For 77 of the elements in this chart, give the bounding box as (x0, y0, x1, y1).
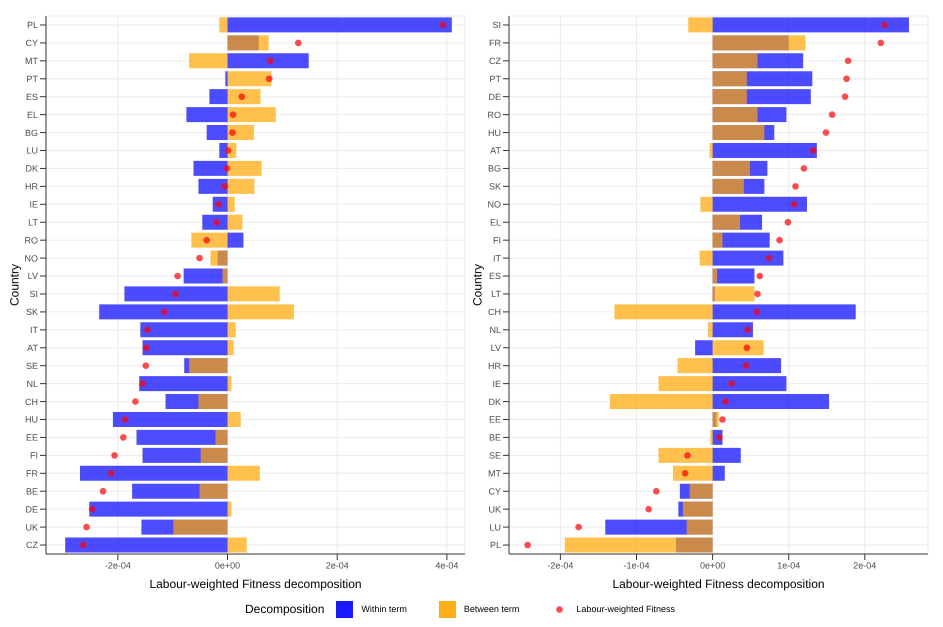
y-tick-label: HU (25, 414, 38, 425)
y-tick-label: FI (493, 235, 501, 246)
y-tick-label: MT (488, 468, 502, 478)
y-tick-label: NO (24, 253, 38, 264)
y-tick-label: EE (488, 414, 501, 425)
x-axis-title: Labour-weighted Fitness decomposition (149, 577, 362, 591)
y-tick-label: RO (488, 110, 501, 120)
y-tick-label: SE (488, 450, 501, 461)
y-tick-label: NL (489, 325, 501, 336)
x-tick-label: 2e-04 (853, 560, 876, 570)
x-tick-label: 0e+00 (214, 560, 240, 570)
y-tick-label: ES (488, 271, 501, 282)
y-tick-label: SI (492, 20, 501, 30)
x-tick-label: 2e-04 (326, 560, 349, 570)
y-tick-label: UK (488, 504, 501, 514)
y-tick-label: BG (24, 128, 38, 138)
y-tick-label: SI (29, 289, 38, 300)
y-tick-label: EE (26, 432, 38, 443)
y-tick-label: SK (488, 182, 501, 192)
y-tick-label: LT (491, 289, 502, 300)
y-tick-label: BG (488, 164, 501, 174)
x-tick-label: -2e-04 (547, 560, 574, 570)
y-tick-label: LV (490, 342, 501, 353)
y-axis-title: Country (7, 264, 22, 306)
y-tick-label: IT (493, 253, 502, 264)
y-tick-label: IT (30, 325, 38, 336)
y-tick-label: IE (29, 199, 38, 210)
y-tick-label: EL (490, 217, 501, 228)
y-tick-label: LU (489, 522, 501, 532)
x-tick-label: 4e-04 (435, 560, 458, 570)
y-tick-label: LU (26, 146, 38, 156)
y-tick-label: BE (26, 486, 38, 496)
legend-label: Within term (361, 604, 407, 614)
y-tick-label: NL (26, 378, 38, 389)
y-tick-label: HR (25, 182, 38, 192)
y-axis-title: Country (470, 264, 484, 306)
y-tick-label: EL (26, 110, 38, 120)
y-tick-label: HU (488, 128, 501, 138)
x-tick-label: 1e-04 (777, 560, 800, 570)
y-tick-label: PL (26, 20, 38, 30)
y-tick-label: PT (489, 74, 502, 84)
y-tick-label: FR (489, 38, 502, 48)
legend-label: Between term (464, 604, 520, 614)
y-tick-label: ES (26, 92, 38, 102)
y-tick-label: FR (26, 468, 38, 478)
x-tick-label: -1e-04 (623, 560, 650, 570)
x-axis-title: Labour-weighted Fitness decomposition (612, 577, 825, 591)
y-tick-label: IE (492, 378, 501, 389)
legend-label: Labour-weighted Fitness (576, 604, 675, 614)
y-tick-label: SE (26, 360, 38, 371)
y-tick-label: DK (25, 164, 38, 174)
y-tick-label: LV (28, 271, 38, 282)
y-tick-label: DE (25, 504, 38, 514)
x-tick-label: -2e-04 (104, 560, 131, 570)
y-tick-label: DE (488, 92, 501, 102)
y-tick-label: HR (488, 360, 502, 371)
y-tick-label: SK (26, 307, 38, 318)
y-tick-label: UK (25, 522, 38, 532)
y-tick-label: AT (27, 342, 38, 353)
y-tick-label: CY (488, 486, 501, 496)
y-tick-label: LT (28, 217, 38, 228)
y-tick-label: AT (490, 146, 502, 156)
y-tick-label: CH (488, 307, 501, 318)
y-tick-label: MT (25, 56, 38, 66)
y-tick-label: DK (488, 396, 501, 407)
y-tick-label: NO (488, 199, 501, 210)
y-tick-label: BE (488, 432, 501, 443)
legend-title: Decomposition (245, 602, 324, 616)
y-tick-label: CY (25, 38, 38, 48)
y-tick-label: CZ (489, 56, 502, 66)
y-tick-label: PT (26, 74, 38, 84)
y-tick-label: FI (30, 450, 38, 461)
y-tick-label: PL (490, 540, 501, 550)
y-tick-label: CH (25, 396, 38, 407)
y-tick-label: CZ (26, 540, 38, 550)
y-tick-label: RO (24, 235, 38, 246)
x-tick-label: 0e+00 (700, 560, 726, 570)
